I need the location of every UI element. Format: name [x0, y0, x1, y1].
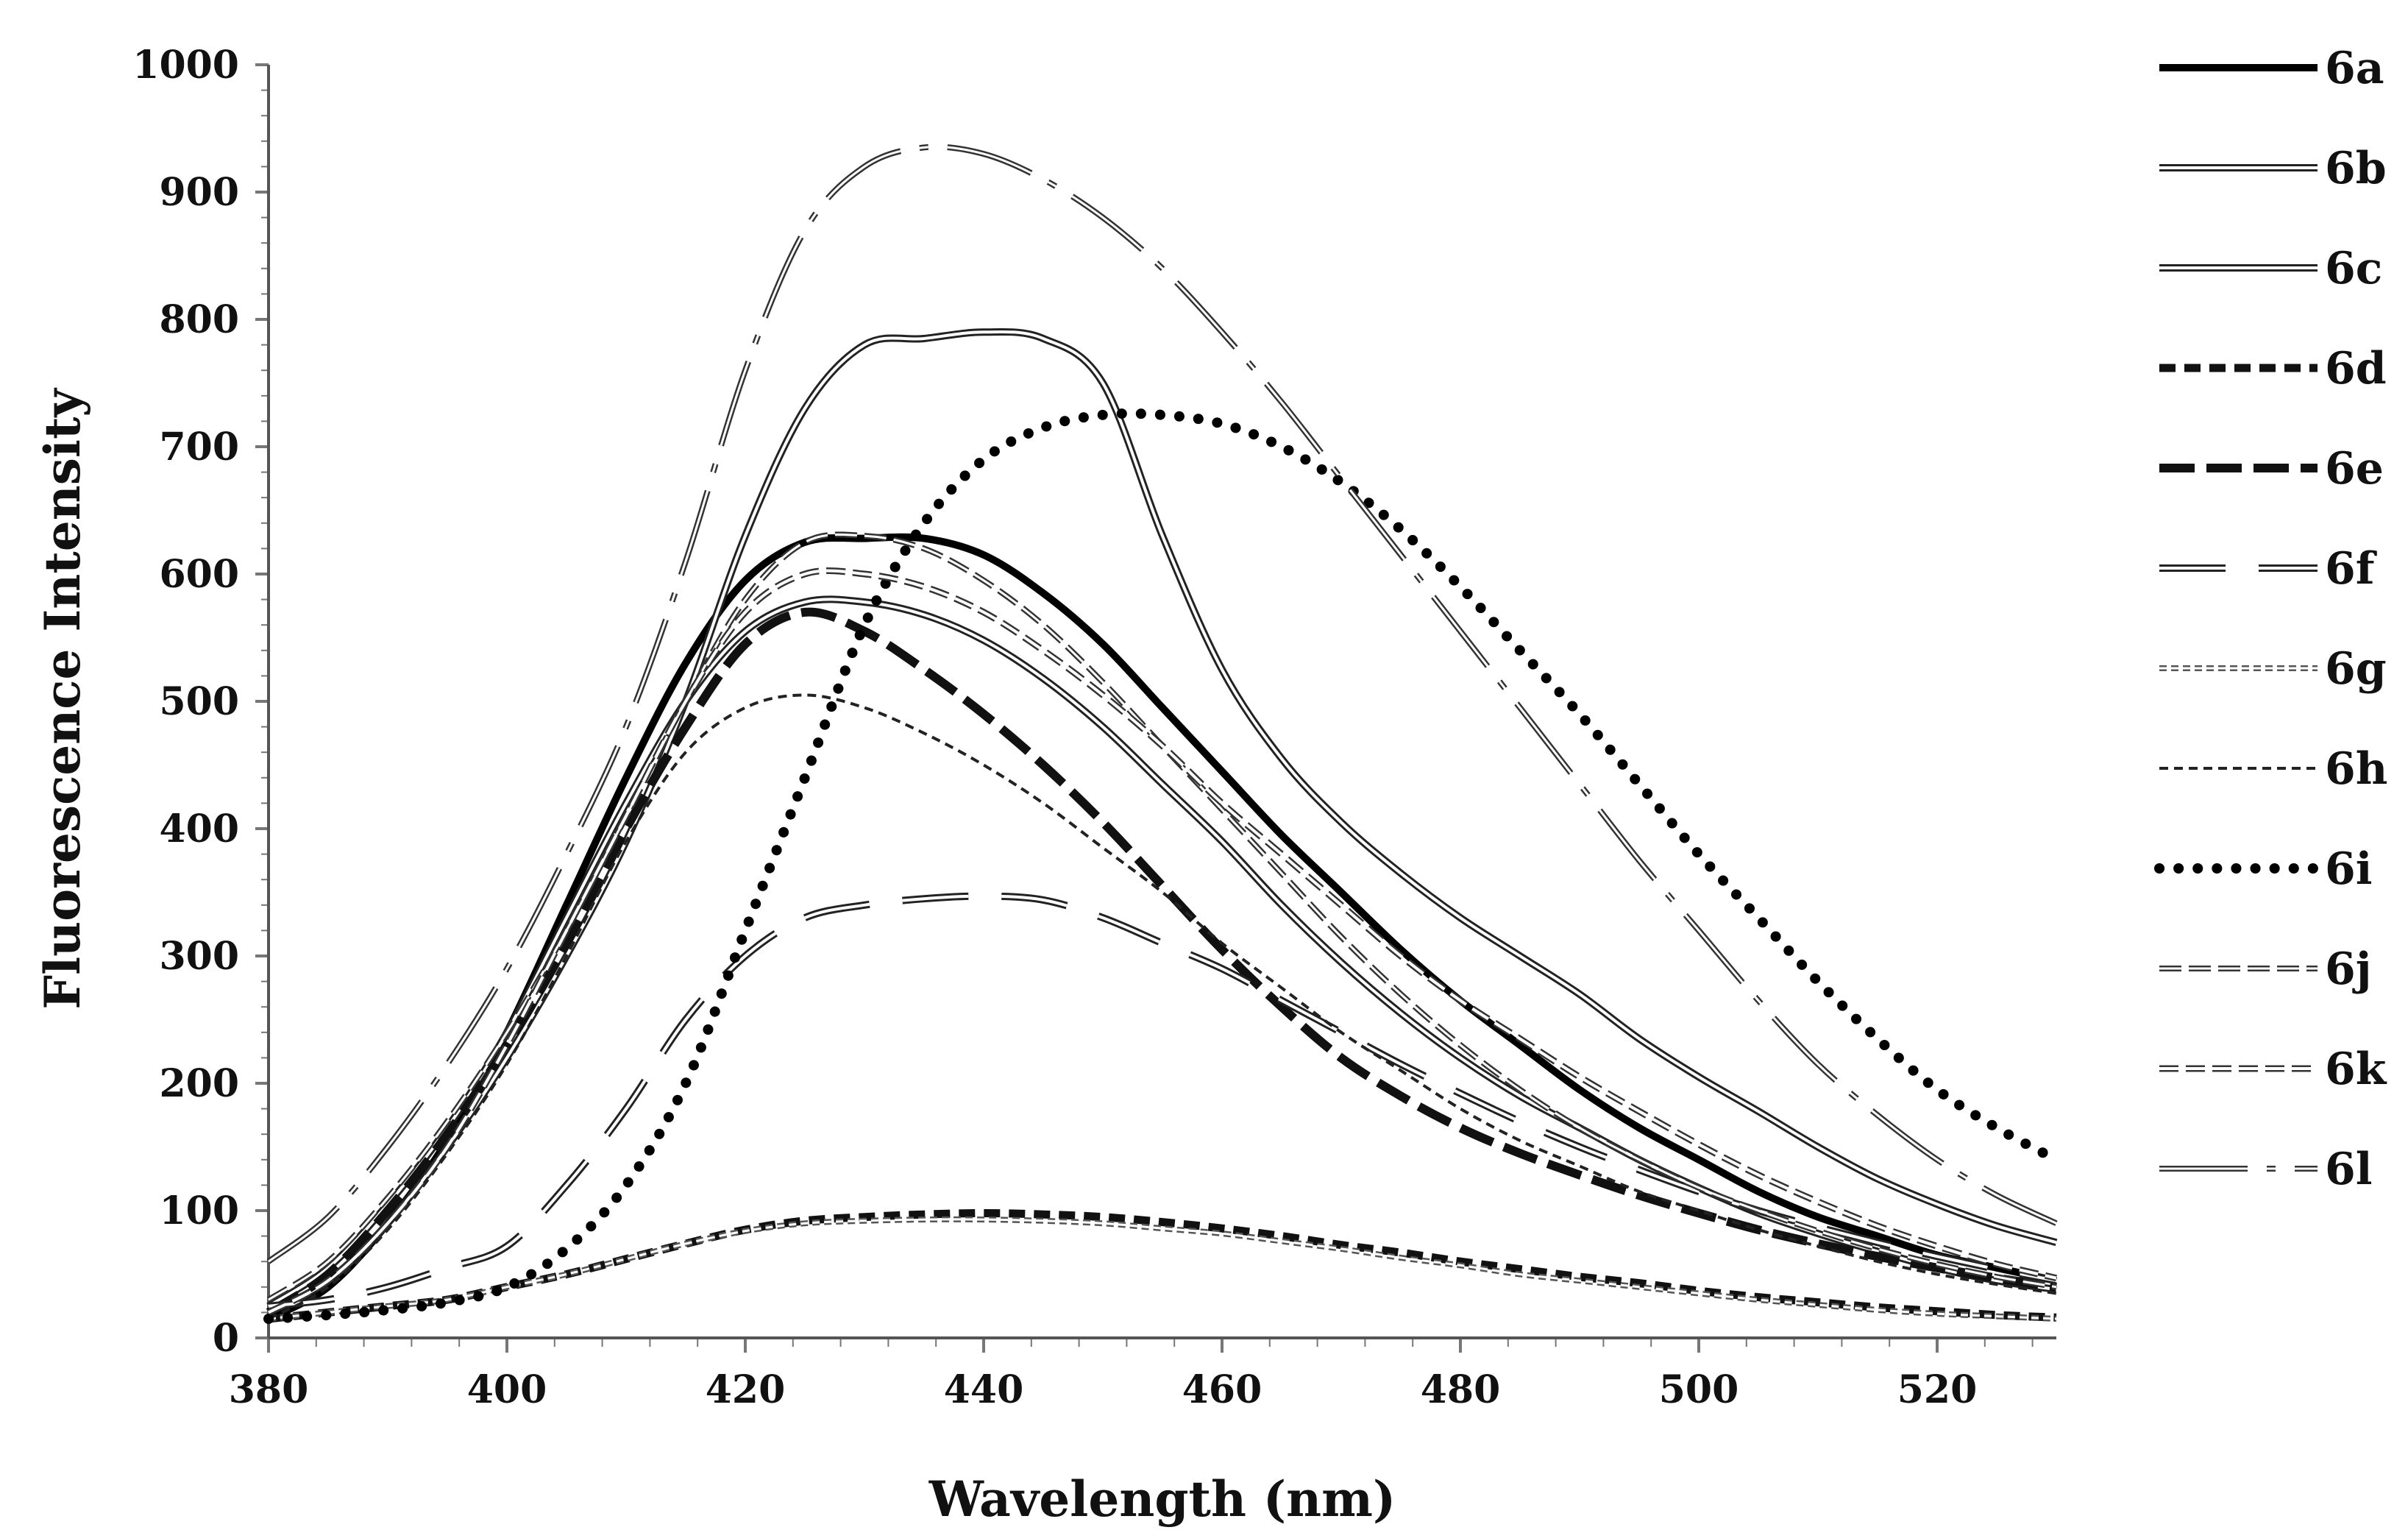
series-6i	[263, 408, 2061, 1324]
legend-item-6a: 6a	[2159, 43, 2384, 94]
x-tick-label: 380	[229, 1367, 309, 1412]
y-axis-ticks: 0 100 200 300 400 500 600 700 800 900 1000	[132, 43, 269, 1361]
legend-label-6h: 6h	[2325, 743, 2387, 795]
legend-item-6d: 6d	[2159, 343, 2387, 394]
series-line-6i	[263, 408, 2061, 1324]
x-axis-title: Wavelength (nm)	[928, 1470, 1396, 1528]
series-layer	[263, 144, 2061, 1324]
legend-item-6e: 6e	[2159, 443, 2384, 495]
legend-label-6e: 6e	[2325, 443, 2384, 495]
y-tick-label: 300	[159, 934, 239, 979]
legend-label-6d: 6d	[2325, 343, 2387, 394]
legend: 6a 6b 6c 6d 6e 6f 6g 6h 6i 6j 6k 6l	[2154, 43, 2387, 1195]
legend-label-6b: 6b	[2325, 143, 2387, 194]
y-tick-label: 0	[213, 1316, 239, 1361]
legend-item-6i: 6i	[2154, 843, 2373, 895]
legend-item-6l: 6l	[2159, 1144, 2373, 1195]
series-line-6k	[268, 569, 2057, 1314]
x-tick-label: 400	[467, 1367, 547, 1412]
x-tick-label: 460	[1182, 1367, 1262, 1412]
y-tick-label: 200	[159, 1061, 239, 1106]
y-tick-label: 700	[159, 425, 239, 470]
x-tick-label: 480	[1421, 1367, 1501, 1412]
legend-label-6g: 6g	[2325, 643, 2387, 695]
plot-area: 0 100 200 300 400 500 600 700 800 900 1000 380 400 4…	[132, 43, 2061, 1412]
series-line-6a	[266, 533, 2058, 1322]
legend-label-6l: 6l	[2325, 1144, 2373, 1195]
legend-label-6a: 6a	[2325, 43, 2384, 94]
y-tick-label: 900	[159, 170, 239, 215]
series-6k	[266, 567, 2058, 1316]
legend-item-6h: 6h	[2159, 743, 2387, 795]
x-tick-label: 420	[706, 1367, 786, 1412]
series-6d	[268, 1209, 2057, 1323]
y-axis-title: Fluorescence Intensity	[34, 388, 91, 1010]
x-tick-label: 440	[944, 1367, 1024, 1412]
legend-item-6k: 6k	[2159, 1044, 2387, 1095]
legend-label-6f: 6f	[2325, 543, 2378, 595]
x-axis-ticks: 380 400 420 440 460 480 500 520	[229, 1338, 2034, 1412]
legend-item-6j: 6j	[2159, 943, 2371, 995]
series-6l	[266, 144, 2058, 1264]
y-tick-label: 1000	[132, 43, 239, 88]
y-tick-label: 100	[159, 1189, 239, 1233]
legend-label-6c: 6c	[2325, 243, 2382, 294]
legend-label-6j: 6j	[2325, 943, 2371, 995]
y-tick-label: 800	[159, 297, 239, 342]
x-tick-label: 520	[1897, 1367, 1978, 1412]
series-6a	[266, 533, 2058, 1322]
legend-item-6c: 6c	[2159, 243, 2382, 294]
y-tick-label: 500	[159, 679, 239, 724]
legend-item-6f: 6f	[2159, 543, 2378, 595]
legend-label-6k: 6k	[2325, 1044, 2387, 1095]
series-line-6d	[268, 1209, 2057, 1323]
legend-label-6i: 6i	[2325, 843, 2373, 895]
y-tick-label: 400	[159, 807, 239, 851]
series-line-6l	[268, 146, 2057, 1263]
legend-item-6b: 6b	[2159, 143, 2387, 194]
y-tick-label: 600	[159, 552, 239, 597]
legend-item-6g: 6g	[2159, 643, 2387, 695]
x-tick-label: 500	[1659, 1367, 1739, 1412]
